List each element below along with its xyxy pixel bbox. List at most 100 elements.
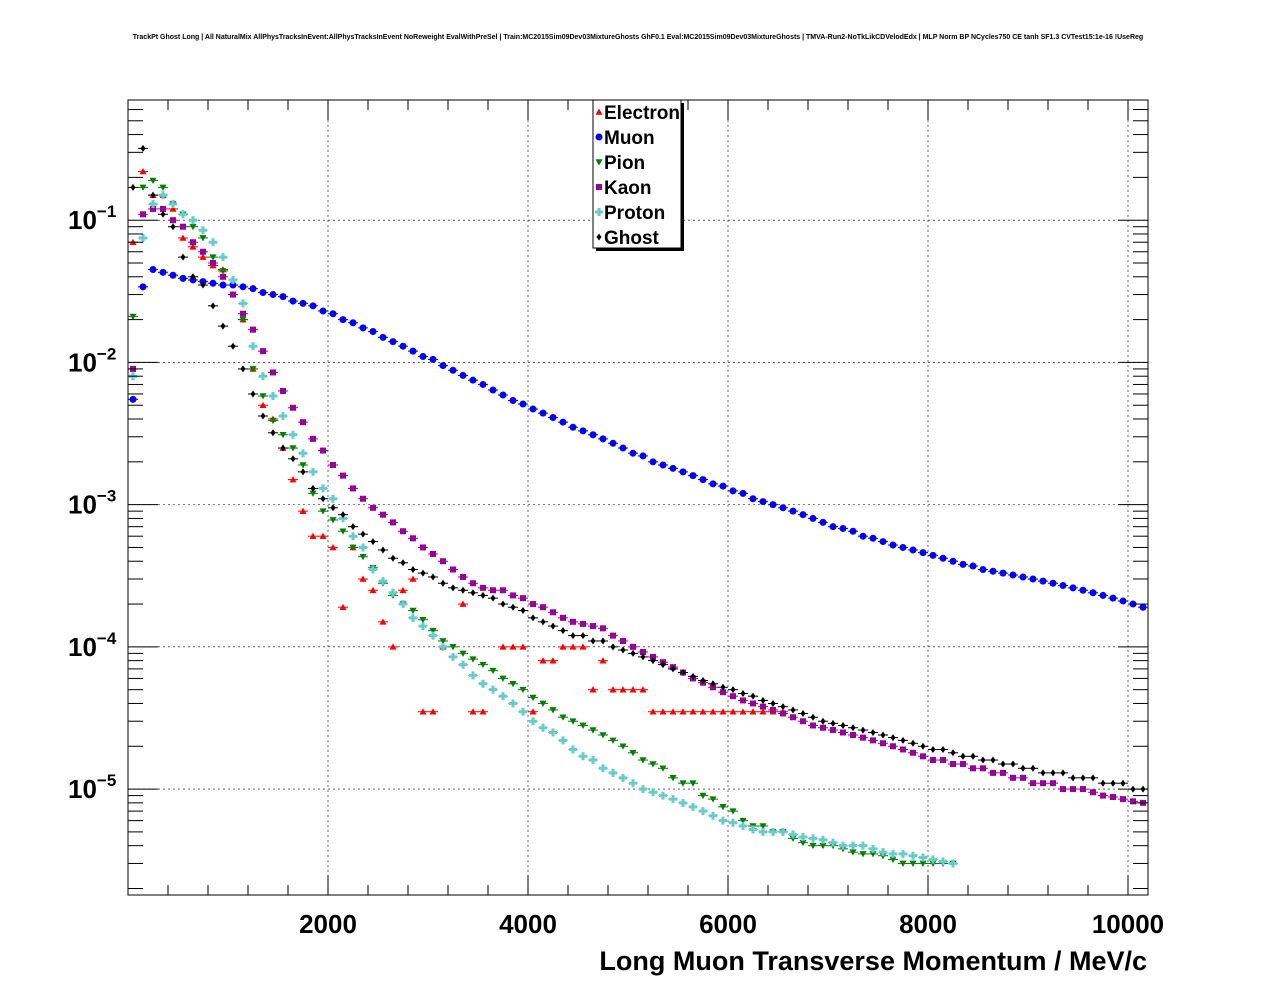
data-point xyxy=(679,708,687,715)
data-point xyxy=(1009,571,1017,579)
data-point xyxy=(609,686,617,693)
data-point xyxy=(349,319,357,327)
data-point xyxy=(159,268,167,276)
data-point xyxy=(650,657,656,665)
data-point xyxy=(349,544,357,551)
data-point xyxy=(1079,586,1087,594)
data-point xyxy=(299,299,307,307)
data-point xyxy=(419,622,427,631)
data-point xyxy=(840,721,846,729)
data-point xyxy=(479,661,487,669)
data-point xyxy=(420,544,426,551)
data-point xyxy=(429,708,437,715)
data-point xyxy=(449,366,457,374)
series-kaon xyxy=(128,205,1148,806)
data-point xyxy=(519,643,527,650)
data-point xyxy=(919,853,927,862)
data-point xyxy=(200,281,206,289)
data-point xyxy=(880,740,886,747)
data-point xyxy=(439,638,447,645)
data-point xyxy=(309,490,317,497)
data-point xyxy=(989,567,997,575)
data-point xyxy=(879,538,887,546)
data-point xyxy=(420,569,426,577)
data-point xyxy=(489,685,497,694)
data-point xyxy=(509,699,517,708)
data-point xyxy=(929,860,937,867)
legend-box xyxy=(592,99,682,249)
data-point xyxy=(790,714,796,721)
data-point xyxy=(1030,780,1036,787)
data-point xyxy=(269,417,277,425)
data-point xyxy=(1000,769,1006,776)
data-point xyxy=(580,632,586,640)
data-point xyxy=(629,749,637,757)
data-point xyxy=(469,656,477,663)
data-point xyxy=(899,849,907,858)
data-point xyxy=(459,600,467,607)
data-point xyxy=(970,765,976,772)
data-point xyxy=(550,609,556,616)
data-point xyxy=(559,736,567,745)
data-point xyxy=(479,708,487,715)
data-point xyxy=(329,517,337,524)
y-tick-label: 10−3 xyxy=(68,487,116,520)
data-point xyxy=(789,835,797,842)
data-point xyxy=(720,689,726,696)
legend-label-proton: Proton xyxy=(604,203,665,224)
data-point xyxy=(459,660,467,669)
data-point xyxy=(289,445,297,452)
data-point xyxy=(350,485,356,492)
legend-marker-proton xyxy=(595,208,603,216)
data-point xyxy=(490,587,496,594)
data-point xyxy=(329,310,337,318)
data-point xyxy=(540,618,546,626)
data-point xyxy=(150,191,156,199)
data-point xyxy=(849,527,857,535)
data-point xyxy=(909,851,917,860)
data-point xyxy=(559,643,567,650)
y-tick-label: 10−1 xyxy=(68,202,116,235)
data-point xyxy=(169,199,177,208)
data-point xyxy=(519,686,527,694)
data-point xyxy=(620,646,626,654)
data-point xyxy=(510,603,516,611)
data-point xyxy=(639,785,647,794)
data-point xyxy=(319,532,327,539)
data-point xyxy=(759,827,767,836)
data-point xyxy=(379,618,387,625)
data-point xyxy=(190,273,196,281)
data-point xyxy=(319,508,327,515)
data-point xyxy=(779,504,787,512)
data-point xyxy=(1109,594,1117,602)
data-point xyxy=(929,855,937,864)
data-point xyxy=(780,703,786,711)
x-tick-label: 8000 xyxy=(899,909,957,939)
data-point xyxy=(610,643,616,651)
data-point xyxy=(720,683,726,691)
data-point xyxy=(849,849,857,856)
data-point xyxy=(300,468,306,476)
data-point xyxy=(389,588,397,597)
data-point xyxy=(600,625,606,632)
data-point xyxy=(409,613,417,622)
data-point xyxy=(640,649,646,656)
data-point xyxy=(149,266,157,274)
data-point xyxy=(799,833,807,842)
data-point xyxy=(1040,780,1046,787)
data-point xyxy=(759,708,767,715)
data-point xyxy=(639,757,647,764)
data-point xyxy=(249,366,257,373)
data-point xyxy=(589,727,597,734)
data-point xyxy=(470,580,476,587)
data-point xyxy=(360,495,366,502)
data-point xyxy=(170,223,176,231)
data-point xyxy=(819,842,827,850)
data-point xyxy=(929,551,937,559)
data-point xyxy=(249,285,257,293)
data-point xyxy=(619,444,627,452)
data-point xyxy=(499,643,507,650)
data-point xyxy=(339,316,347,324)
data-point xyxy=(359,543,367,552)
data-point xyxy=(419,708,427,715)
